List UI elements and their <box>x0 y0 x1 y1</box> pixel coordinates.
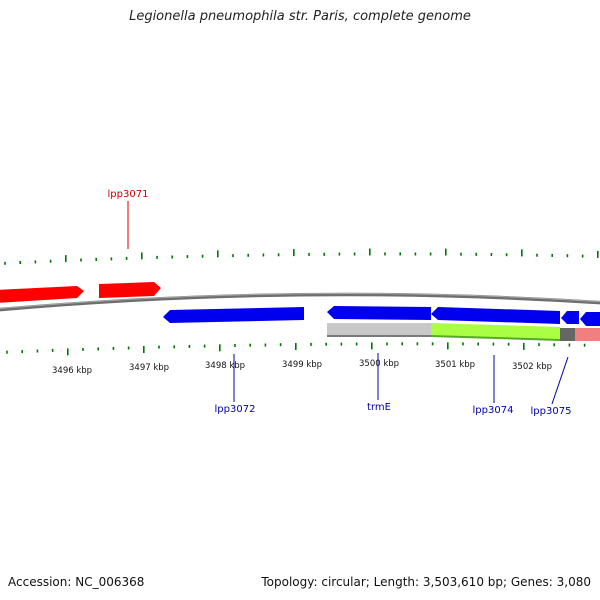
reverse-gene-lpp3075 <box>561 311 579 324</box>
gene-label-lpp3072: lpp3072 <box>215 404 256 415</box>
scale-label: 3501 kbp <box>435 360 475 370</box>
genome-stats-text: Topology: circular; Length: 3,503,610 bp… <box>261 575 591 589</box>
forward-gene-arrow <box>0 286 84 303</box>
reverse-gene-lpp3074 <box>431 307 560 324</box>
leader-line-lpp3075 <box>551 356 569 405</box>
gene-label-lpp3071: lpp3071 <box>108 189 149 200</box>
scale-label: 3496 kbp <box>52 366 92 376</box>
scale-label: 3502 kbp <box>512 362 552 372</box>
feature-band-gray <box>327 323 431 336</box>
reverse-gene-trmE <box>327 306 431 320</box>
gene-label-lpp3074: lpp3074 <box>473 405 514 416</box>
forward-gene-lpp3071 <box>99 282 161 298</box>
feature-band-green <box>431 323 560 340</box>
map-title: Legionella pneumophila str. Paris, compl… <box>129 9 471 24</box>
genome-backbone-highlight <box>0 292 600 310</box>
feature-band-dark <box>560 328 575 341</box>
accession-text: Accession: NC_006368 <box>8 575 145 589</box>
scale-label: 3499 kbp <box>282 360 322 370</box>
genome-backbone <box>0 292 600 312</box>
scale-label: 3497 kbp <box>129 363 169 373</box>
gene-label-trmE: trmE <box>367 402 391 413</box>
scale-label: 3500 kbp <box>359 359 399 369</box>
feature-band-green-edge <box>430 335 561 341</box>
gene-label-lpp3075: lpp3075 <box>531 406 572 417</box>
tick-row-bottom <box>6 342 586 356</box>
reverse-gene-lpp3072 <box>163 307 304 323</box>
feature-band-pink <box>575 328 600 341</box>
reverse-gene-arrow-right <box>580 312 600 326</box>
tick-row-top <box>4 248 599 265</box>
scale-label: 3498 kbp <box>205 361 245 371</box>
